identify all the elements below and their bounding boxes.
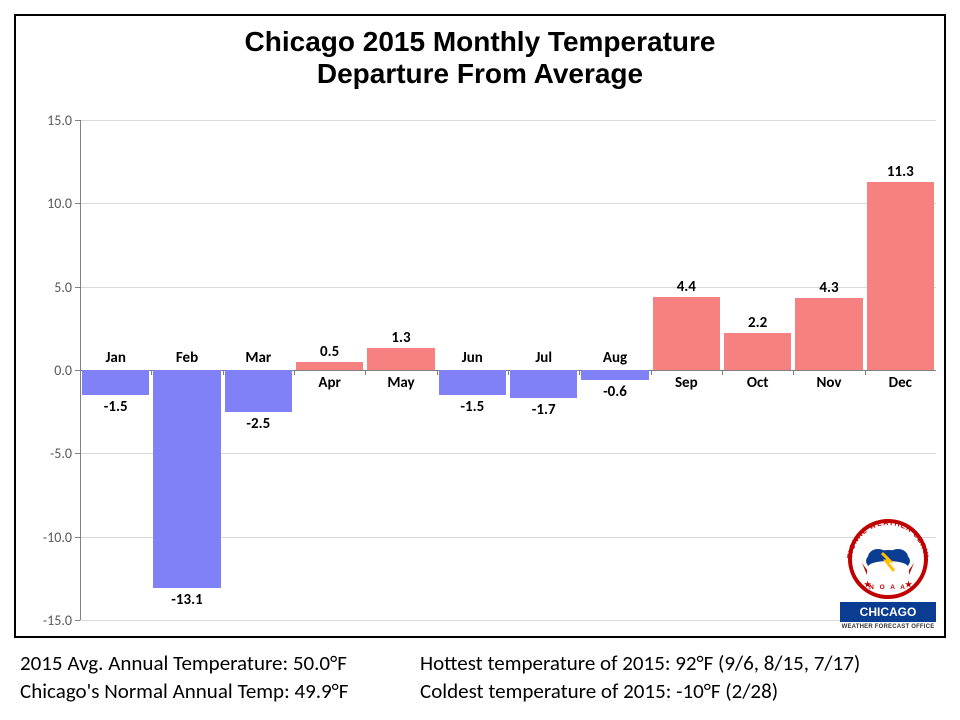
y-tick-label: -5.0: [22, 445, 72, 462]
plot-area: 15.010.05.00.0-5.0-10.0-15.0Jan-1.5Feb-1…: [80, 120, 936, 620]
chart-border: Chicago 2015 Monthly Temperature Departu…: [14, 14, 946, 638]
month-label: Apr: [294, 374, 365, 392]
footer-avg-annual: 2015 Avg. Annual Temperature: 50.0°F: [20, 650, 347, 676]
footer-hottest: Hottest temperature of 2015: 92°F (9/6, …: [420, 650, 860, 676]
month-label: Mar: [223, 349, 294, 367]
x-tick: [151, 370, 152, 375]
bar: [225, 370, 292, 412]
month-label: Nov: [793, 374, 864, 392]
y-tick-label: 0.0: [22, 362, 72, 379]
y-tick-label: -10.0: [22, 529, 72, 546]
gridline: [80, 203, 936, 204]
bar-value-label: 2.2: [722, 314, 793, 332]
gridline: [80, 120, 936, 121]
bar: [367, 348, 434, 370]
title-line1: Chicago 2015 Monthly Temperature: [16, 26, 944, 58]
month-label: Jul: [508, 349, 579, 367]
bar-value-label: 4.3: [793, 279, 864, 297]
bar-value-label: -1.7: [508, 401, 579, 419]
y-tick-label: 15.0: [22, 112, 72, 129]
x-tick: [508, 370, 509, 375]
bar-value-label: -0.6: [579, 383, 650, 401]
x-tick: [579, 370, 580, 375]
month-label: May: [365, 374, 436, 392]
chart-frame: Chicago 2015 Monthly Temperature Departu…: [0, 0, 960, 720]
nws-badge: NATIONAL WEATHER SERVICE ★ ★ N O A A CHI…: [840, 515, 936, 630]
nws-logo-icon: NATIONAL WEATHER SERVICE ★ ★ N O A A: [842, 515, 934, 601]
month-label: Aug: [579, 349, 650, 367]
bar: [581, 370, 648, 380]
title-line2: Departure From Average: [16, 58, 944, 90]
footer-normal-annual: Chicago's Normal Annual Temp: 49.9°F: [20, 678, 348, 704]
badge-office: CHICAGO: [840, 602, 936, 622]
svg-text:N O A A: N O A A: [869, 584, 907, 591]
bar-value-label: -1.5: [437, 398, 508, 416]
month-label: Dec: [865, 374, 936, 392]
bar-value-label: -2.5: [223, 415, 294, 433]
month-label: Jun: [437, 349, 508, 367]
bar: [82, 370, 149, 395]
footer-coldest: Coldest temperature of 2015: -10°F (2/28…: [420, 678, 778, 704]
bar-value-label: 0.5: [294, 343, 365, 361]
bar: [724, 333, 791, 370]
bar: [867, 182, 934, 370]
x-tick: [437, 370, 438, 375]
month-label: Oct: [722, 374, 793, 392]
y-tick-label: -15.0: [22, 612, 72, 629]
bar-value-label: -1.5: [80, 398, 151, 416]
bar: [153, 370, 220, 588]
bar: [510, 370, 577, 398]
x-tick: [223, 370, 224, 375]
y-tick: [75, 620, 80, 621]
bar-value-label: 4.4: [651, 278, 722, 296]
bar: [439, 370, 506, 395]
badge-subtitle: WEATHER FORECAST OFFICE: [840, 624, 936, 630]
month-label: Sep: [651, 374, 722, 392]
gridline: [80, 620, 936, 621]
bar: [795, 298, 862, 370]
bar-value-label: 11.3: [865, 163, 936, 181]
month-label: Jan: [80, 349, 151, 367]
bar: [296, 362, 363, 370]
y-tick-label: 10.0: [22, 195, 72, 212]
bar: [653, 297, 720, 370]
y-tick-label: 5.0: [22, 279, 72, 296]
bar-value-label: 1.3: [365, 329, 436, 347]
chart-title: Chicago 2015 Monthly Temperature Departu…: [16, 16, 944, 90]
month-label: Feb: [151, 349, 222, 367]
bar-value-label: -13.1: [151, 591, 222, 609]
